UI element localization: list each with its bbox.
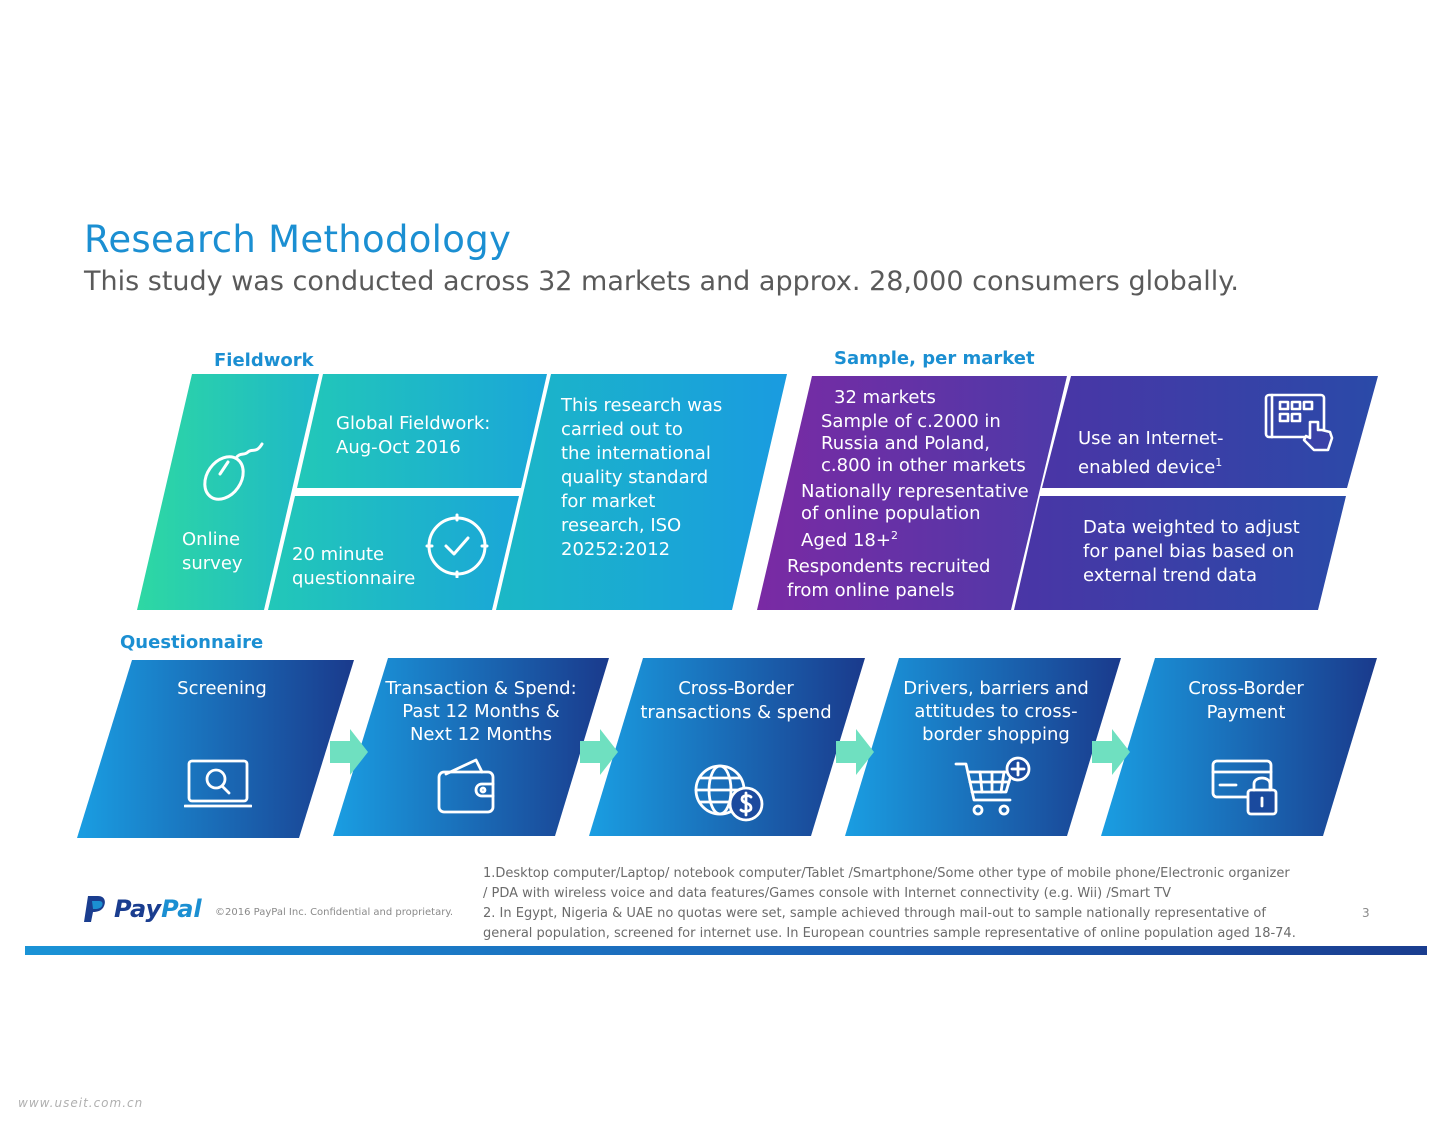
fieldwork-label: Fieldwork	[214, 350, 314, 371]
arrow-2	[580, 729, 618, 775]
representative-text: Nationally representative of online popul…	[801, 481, 1029, 551]
touch-screen-icon	[1264, 393, 1334, 452]
step-1-text: Screening	[177, 678, 267, 699]
arrow-3	[836, 729, 874, 775]
global-fieldwork-text: Global Fieldwork: Aug-Oct 2016	[336, 413, 491, 458]
panel-sample-left	[757, 376, 1067, 610]
panel-step-3	[589, 658, 865, 836]
page-subtitle: This study was conducted across 32 marke…	[84, 266, 1240, 297]
cart-plus-icon	[954, 756, 1031, 816]
panel-global-fieldwork	[297, 374, 547, 488]
paypal-logo: PayPal	[82, 894, 202, 924]
step-4-text: Drivers, barriers and attitudes to cross-…	[903, 678, 1089, 745]
footnote-line: 2. In Egypt, Nigeria & UAE no quotas wer…	[483, 906, 1266, 921]
footnote-line: / PDA with wireless voice and data featu…	[483, 886, 1172, 901]
page-number: 3	[1362, 906, 1370, 920]
online-survey-text: Online survey	[182, 529, 243, 574]
panel-questionnaire-length	[268, 496, 519, 610]
paypal-wordmark: PayPal	[114, 895, 202, 923]
panel-step-1	[77, 660, 354, 838]
laptop-search-icon	[184, 759, 252, 808]
bottom-bar	[25, 946, 1427, 955]
weighted-text: Data weighted to adjust for panel bias ba…	[1083, 517, 1300, 586]
arrow-4	[1092, 729, 1130, 775]
panel-weighted	[1014, 496, 1346, 610]
recruited-text: Respondents recruited from online panels	[787, 556, 991, 601]
page-title: Research Methodology	[84, 218, 512, 261]
sample-label: Sample, per market	[834, 348, 1035, 369]
iso-text: This research was carried out to the inte…	[561, 395, 723, 560]
step-2-text: Transaction & Spend: Past 12 Months & Next…	[385, 678, 577, 745]
copyright-text: ©2016 PayPal Inc. Confidential and propr…	[215, 907, 453, 918]
paypal-p-icon	[84, 896, 105, 922]
watermark: www.useit.com.cn	[18, 1096, 144, 1110]
panel-device	[1042, 376, 1378, 488]
markets-text: 32 markets	[834, 387, 936, 408]
footnote-line: general population, screened for interne…	[483, 926, 1296, 941]
sample-size-text: Sample of c.2000 in Russia and Poland, c.8…	[821, 411, 1026, 476]
panel-step-5	[1101, 658, 1377, 836]
footnote-line: 1.Desktop computer/Laptop/ notebook comp…	[483, 866, 1290, 881]
panel-step-4	[845, 658, 1121, 836]
questionnaire-label: Questionnaire	[120, 632, 264, 653]
panel-iso	[496, 374, 787, 610]
footnotes: 1.Desktop computer/Laptop/ notebook comp…	[483, 864, 1363, 944]
step-3-text: Cross-Border transactions & spend	[640, 678, 832, 723]
questionnaire-length-text: 20 minute questionnaire	[292, 544, 416, 589]
clock-check-icon	[425, 513, 489, 578]
panel-online-survey	[137, 374, 319, 610]
mouse-icon	[203, 442, 264, 501]
wallet-icon	[437, 758, 495, 814]
device-text: Use an Internet- enabled device1	[1078, 428, 1224, 478]
globe-dollar-icon	[694, 764, 764, 822]
card-lock-icon	[1211, 759, 1278, 816]
step-5-text: Cross-Border Payment	[1188, 678, 1304, 723]
panel-step-2	[333, 658, 609, 836]
arrow-1	[330, 729, 368, 775]
